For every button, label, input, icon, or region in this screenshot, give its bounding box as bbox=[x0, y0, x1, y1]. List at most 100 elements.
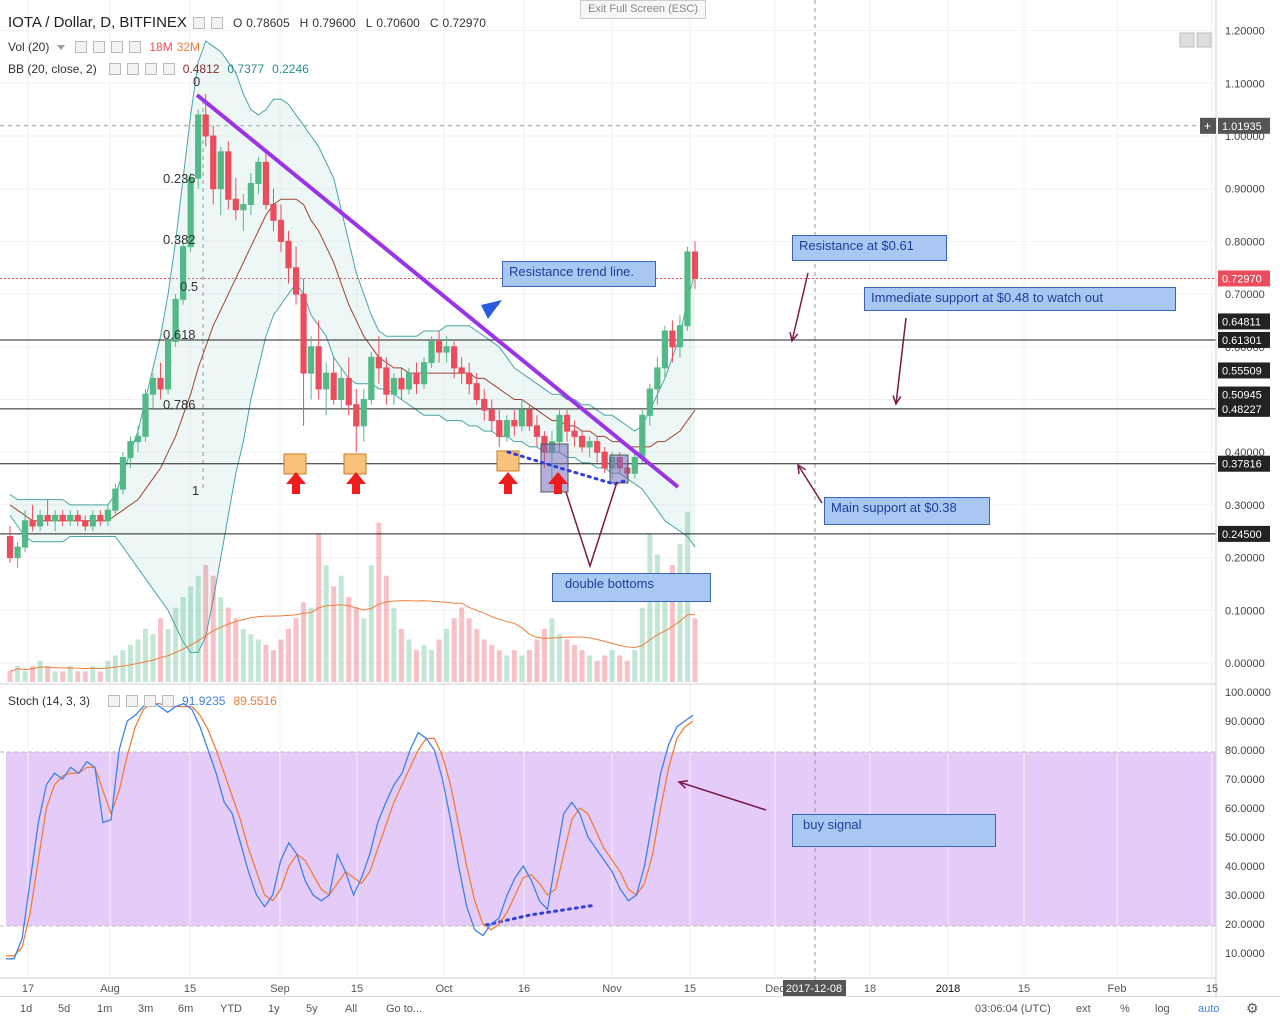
candle-body bbox=[157, 377, 164, 390]
annotation-resistance[interactable]: Resistance at $0.61 bbox=[792, 235, 947, 261]
volume-bar bbox=[398, 628, 404, 682]
percent-button[interactable]: % bbox=[1120, 1003, 1130, 1015]
settings-icon[interactable] bbox=[192, 16, 205, 29]
volume-bar bbox=[459, 607, 465, 682]
range-1y-button[interactable]: 1y bbox=[268, 1003, 280, 1015]
price-axis-tick: 1.10000 bbox=[1225, 78, 1265, 90]
annotation-double-bottoms[interactable]: double bottoms bbox=[552, 573, 711, 602]
fib-level-label: 0.5 bbox=[180, 279, 198, 294]
volume-bar bbox=[557, 634, 563, 682]
candle-body bbox=[466, 372, 473, 385]
annotation-main-support[interactable]: Main support at $0.38 bbox=[824, 497, 990, 525]
annotation-resistance-trend-line[interactable]: Resistance trend line. bbox=[502, 261, 656, 287]
trading-chart[interactable]: 0 0.236 0.382 0.5 0.618 0.786 1 1.20000 1.10000… bbox=[0, 0, 1280, 996]
symbol-title[interactable]: IOTA / Dollar, D, BITFINEX bbox=[8, 14, 187, 31]
candle-body bbox=[428, 341, 435, 364]
range-6m-button[interactable]: 6m bbox=[178, 1003, 194, 1015]
annotation-arrow bbox=[797, 464, 823, 504]
range-5y-button[interactable]: 5y bbox=[306, 1003, 318, 1015]
volume-bar bbox=[225, 607, 231, 682]
scroll-down-icon[interactable] bbox=[1179, 32, 1195, 48]
horizontal-levels[interactable] bbox=[0, 339, 1216, 535]
ext-button[interactable]: ext bbox=[1076, 1003, 1091, 1015]
stoch-label[interactable]: Stoch (14, 3, 3) bbox=[8, 694, 91, 708]
symbol-header: IOTA / Dollar, D, BITFINEX O 0.78605 H 0.7… bbox=[8, 14, 486, 31]
candle-body bbox=[119, 456, 127, 490]
fib-level-label: 0.786 bbox=[163, 397, 196, 412]
candle-body bbox=[661, 330, 668, 369]
range-1m-button[interactable]: 1m bbox=[97, 1003, 113, 1015]
plus-icon[interactable] bbox=[144, 695, 157, 707]
range-5d-button[interactable]: 5d bbox=[58, 1003, 71, 1015]
volume-bar bbox=[677, 543, 683, 682]
ohlc-low: 0.70600 bbox=[376, 15, 420, 30]
volume-bar bbox=[587, 655, 593, 682]
resistance-trendline[interactable] bbox=[195, 93, 680, 489]
auto-button[interactable]: auto bbox=[1198, 1003, 1220, 1015]
time-axis-tick: Nov bbox=[602, 983, 622, 995]
time-axis-tick: 15 bbox=[1206, 983, 1218, 995]
annotation-immediate-support[interactable]: Immediate support at $0.48 to watch out bbox=[864, 287, 1176, 311]
stoch-axis-tick: 10.0000 bbox=[1225, 948, 1265, 960]
candle-body bbox=[240, 204, 247, 211]
volume-bar bbox=[511, 650, 517, 682]
volume-bar bbox=[534, 639, 540, 682]
volume-bar bbox=[444, 628, 450, 682]
candle-body bbox=[443, 346, 450, 353]
time-axis-tick: Feb bbox=[1108, 983, 1127, 995]
gear-icon[interactable]: ⚙ bbox=[1246, 1000, 1259, 1016]
candle-body bbox=[646, 388, 653, 416]
stoch-header: Stoch (14, 3, 3) 91.9235 89.5516 bbox=[8, 694, 277, 708]
volume-label[interactable]: Vol (20) bbox=[8, 40, 50, 54]
candle-body bbox=[149, 377, 157, 395]
scroll-up-icon[interactable] bbox=[1196, 32, 1212, 48]
gear-icon[interactable] bbox=[93, 41, 106, 53]
volume-bar bbox=[526, 650, 532, 682]
plus-icon[interactable] bbox=[144, 63, 157, 75]
candle-body bbox=[172, 298, 179, 343]
price-label: 0.61301 bbox=[1222, 335, 1262, 347]
gear-icon[interactable] bbox=[126, 63, 139, 75]
plus-icon[interactable] bbox=[111, 41, 124, 53]
annotation-buy-signal[interactable]: buy signal bbox=[792, 814, 996, 847]
candle-body bbox=[601, 451, 608, 469]
compare-icon[interactable] bbox=[210, 16, 223, 29]
bb-label[interactable]: BB (20, close, 2) bbox=[8, 62, 97, 76]
eye-icon[interactable] bbox=[75, 41, 88, 53]
crosshair-plus-box[interactable] bbox=[1200, 117, 1216, 134]
volume-bar bbox=[323, 565, 329, 682]
volume-bar bbox=[7, 671, 13, 682]
candle-body bbox=[338, 377, 345, 401]
exit-fullscreen-button[interactable]: Exit Full Screen (ESC) bbox=[580, 0, 706, 19]
volume-bar bbox=[210, 575, 216, 682]
price-label-bg bbox=[1218, 455, 1270, 472]
fib-level-label: 1 bbox=[192, 483, 199, 498]
ohlc-open-label: O bbox=[232, 15, 243, 30]
highlight-box bbox=[343, 453, 367, 475]
volume-ma-line bbox=[9, 600, 696, 672]
log-button[interactable]: log bbox=[1155, 1003, 1170, 1015]
candle-body bbox=[398, 377, 405, 390]
candle-body bbox=[405, 372, 413, 390]
volume-bar bbox=[413, 650, 419, 682]
close-icon[interactable] bbox=[162, 63, 175, 75]
fib-level-label: 0 bbox=[193, 74, 200, 89]
close-icon[interactable] bbox=[129, 41, 142, 53]
gear-icon[interactable] bbox=[126, 695, 139, 707]
candle-body bbox=[383, 367, 390, 395]
range-all-button[interactable]: All bbox=[345, 1003, 358, 1015]
eye-icon[interactable] bbox=[108, 63, 121, 75]
goto-button[interactable]: Go to... bbox=[386, 1003, 423, 1015]
volume-bar bbox=[669, 565, 675, 682]
eye-icon[interactable] bbox=[108, 695, 121, 707]
stoch-axis-tick: 50.0000 bbox=[1225, 832, 1265, 844]
candle-body bbox=[526, 409, 533, 427]
close-icon[interactable] bbox=[162, 695, 175, 707]
range-1d-button[interactable]: 1d bbox=[20, 1003, 33, 1015]
range-3m-button[interactable]: 3m bbox=[138, 1003, 154, 1015]
chevron-down-icon[interactable] bbox=[57, 44, 66, 50]
stochastic-lines bbox=[6, 699, 694, 960]
volume-bar bbox=[353, 607, 359, 682]
volume-bar bbox=[368, 565, 374, 682]
range-ytd-button[interactable]: YTD bbox=[220, 1003, 242, 1015]
